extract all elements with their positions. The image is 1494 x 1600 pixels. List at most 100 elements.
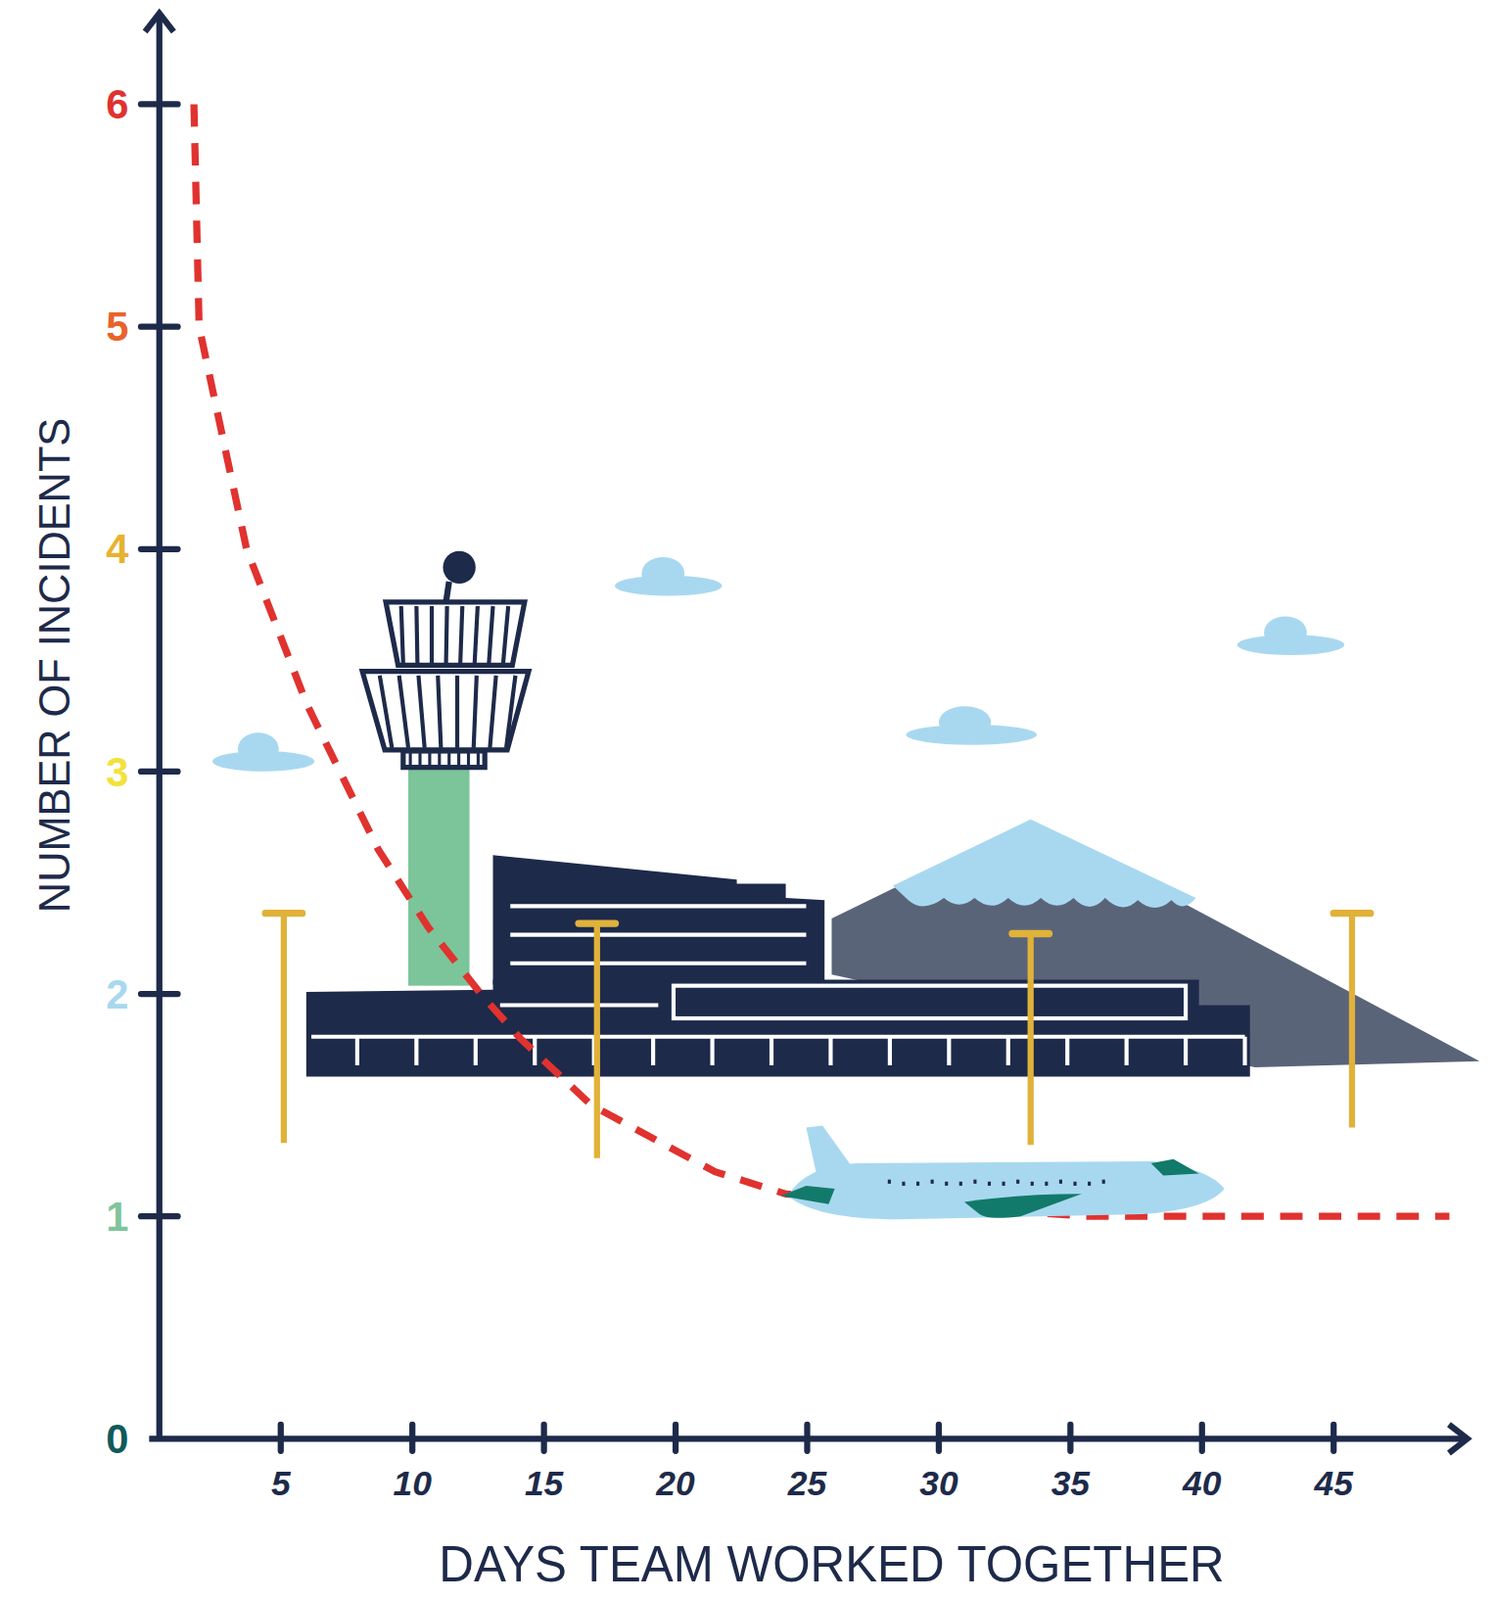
chart: 012345651015202530354045DAYS TEAM WORKED… <box>0 0 1494 1600</box>
terminal-stripe <box>500 1002 659 1007</box>
tower-window <box>503 606 509 663</box>
y-tick <box>140 990 179 997</box>
light-pole <box>1333 913 1371 1128</box>
x-axis-title: DAYS TEAM WORKED TOGETHER <box>438 1535 1224 1592</box>
y-tick <box>140 1213 179 1219</box>
y-tick <box>140 324 179 330</box>
y-tick-label: 1 <box>105 1193 129 1240</box>
x-tick <box>540 1424 547 1451</box>
terminal-stripe <box>510 961 806 966</box>
tower-window <box>488 606 493 663</box>
light-pole <box>578 923 616 1159</box>
tower-dome <box>442 551 475 584</box>
x-tick <box>409 1424 416 1451</box>
tower-shaft <box>408 762 470 985</box>
y-tick-label: 3 <box>105 748 129 795</box>
terminal-stripe <box>769 1036 774 1066</box>
x-tick <box>803 1424 810 1451</box>
tower-window <box>466 752 470 766</box>
x-tick <box>1067 1424 1074 1451</box>
cloud <box>614 557 722 597</box>
tower-window <box>476 752 480 766</box>
x-tick-label: 25 <box>787 1463 829 1503</box>
tower-window <box>474 606 478 663</box>
tower-window <box>399 675 409 748</box>
y-tick-label: 5 <box>105 303 129 350</box>
cloud <box>906 705 1037 746</box>
x-tick-label: 35 <box>1051 1463 1092 1503</box>
terminal-stripe <box>473 1036 478 1066</box>
x-tick-label: 20 <box>654 1463 696 1503</box>
x-tick <box>278 1424 284 1451</box>
tower-window <box>427 752 431 766</box>
tower-window <box>457 752 461 766</box>
terminal-stripe <box>887 1036 892 1066</box>
terminal-stripe <box>673 985 1186 1019</box>
terminal-stripe <box>1006 1036 1011 1066</box>
y-tick-label: 0 <box>105 1415 129 1462</box>
tower-window <box>506 675 515 748</box>
terminal-stripe <box>1183 1036 1188 1066</box>
light-pole <box>265 913 303 1143</box>
y-axis-arrow <box>144 13 174 33</box>
x-axis-arrow <box>1448 1424 1468 1453</box>
x-tick-label: 10 <box>392 1463 432 1503</box>
light-pole <box>1012 933 1050 1146</box>
terminal-stripe <box>651 1036 655 1066</box>
snow-cap <box>892 819 1197 908</box>
tower-window <box>418 752 421 766</box>
cloud <box>212 732 315 772</box>
tower-window <box>437 675 441 748</box>
illustration <box>212 551 1480 1159</box>
terminal-stripe <box>709 1036 714 1066</box>
y-tick-label: 2 <box>105 971 129 1018</box>
terminal-stripe <box>946 1036 951 1066</box>
y-tick <box>140 100 179 107</box>
tower-window <box>455 675 460 748</box>
x-tick <box>935 1424 942 1451</box>
tower-cab <box>362 671 529 750</box>
terminal-stripe <box>1124 1036 1129 1066</box>
terminal-stripe <box>311 1034 1246 1039</box>
tower-window <box>460 606 463 663</box>
tower-window <box>379 675 393 748</box>
tower-antenna <box>446 581 450 603</box>
cloud <box>1237 615 1345 655</box>
y-axis-title: NUMBER OF INCIDENTS <box>30 418 79 913</box>
terminal-stripe <box>510 903 806 908</box>
tower-window <box>489 675 496 748</box>
x-tick <box>1330 1424 1337 1451</box>
plot-area <box>193 104 1449 1217</box>
terminal-stripe <box>1242 1036 1247 1066</box>
terminal-upper <box>493 854 826 984</box>
tower-window <box>401 606 404 663</box>
terminal-stripe <box>355 1036 360 1066</box>
x-tick-label: 30 <box>919 1463 959 1503</box>
y-tick-label: 4 <box>105 525 129 572</box>
y-tick <box>140 546 179 553</box>
terminal-stripe <box>1065 1036 1070 1066</box>
tower-window <box>437 752 441 766</box>
x-tick-label: 40 <box>1181 1463 1222 1503</box>
y-axis-line <box>156 15 163 1440</box>
terminal-stripe <box>532 1036 537 1066</box>
tower-window <box>473 675 477 748</box>
tower-window <box>416 606 418 663</box>
x-tick-label: 45 <box>1312 1463 1354 1503</box>
incident-line <box>193 104 1449 1217</box>
tower-window <box>409 752 413 766</box>
axes: 012345651015202530354045 <box>105 13 1467 1503</box>
tower-window <box>447 752 451 766</box>
y-tick <box>140 768 179 775</box>
x-tick <box>672 1424 679 1451</box>
tower-window <box>429 606 434 663</box>
tower-window <box>418 675 424 748</box>
y-tick-label: 6 <box>105 81 129 128</box>
x-tick-label: 15 <box>524 1463 565 1503</box>
tower-cab <box>385 602 525 666</box>
x-tick-label: 5 <box>271 1463 292 1503</box>
x-tick <box>1199 1424 1206 1451</box>
terminal-stripe <box>828 1036 833 1066</box>
terminal-main <box>306 979 1251 1076</box>
terminal-stripe <box>510 932 806 936</box>
